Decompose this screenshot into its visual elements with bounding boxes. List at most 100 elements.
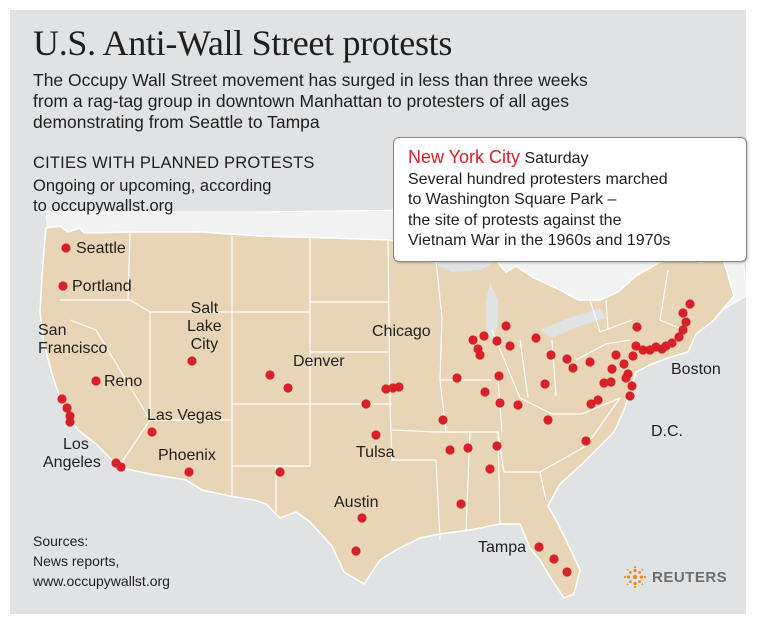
protest-dot — [116, 462, 126, 472]
protest-dot — [445, 445, 455, 455]
reuters-logo-icon — [623, 566, 647, 588]
city-label-line: City — [190, 336, 219, 353]
city-label-dc: D.C. — [651, 423, 683, 440]
protest-dot — [585, 357, 595, 367]
protest-dot — [58, 281, 68, 291]
protest-dot — [619, 359, 629, 369]
protest-dot — [631, 341, 641, 351]
city-label-reno: Reno — [104, 373, 143, 390]
protest-dot — [562, 567, 572, 577]
legend-heading: CITIES WITH PLANNED PROTESTS — [33, 154, 315, 172]
city-label-austin: Austin — [334, 494, 379, 511]
protest-dot — [546, 350, 556, 360]
protest-dot — [187, 356, 197, 366]
protest-dot — [549, 554, 559, 564]
map-title: U.S. Anti-Wall Street protests — [33, 23, 453, 63]
protest-dot — [468, 335, 478, 345]
sources-line: Sources: — [33, 533, 89, 549]
protest-dot — [606, 377, 616, 387]
city-label-line: Lake — [187, 318, 222, 335]
subtitle-line: demonstrating from Seattle to Tampa — [33, 112, 320, 132]
city-label-seattle: Seattle — [76, 240, 126, 257]
city-label-line: Salt — [190, 300, 219, 317]
lake-erie-ontario — [540, 308, 606, 338]
map-subtitle: The Occupy Wall Street movement has surg… — [33, 70, 653, 133]
city-label-tampa: Tampa — [478, 539, 527, 556]
protest-dot — [623, 369, 633, 379]
protest-dot — [485, 464, 495, 474]
protest-dot — [184, 467, 194, 477]
subtitle-line: The Occupy Wall Street movement has surg… — [33, 70, 588, 90]
us-land — [39, 225, 735, 599]
protest-dot — [678, 308, 688, 318]
city-label-tulsa: Tulsa — [356, 444, 395, 461]
callout-header: New York City Saturday — [408, 147, 670, 170]
protest-dot — [475, 350, 485, 360]
city-label-denver: Denver — [293, 353, 345, 370]
protest-dot — [452, 373, 462, 383]
protest-dot — [147, 427, 157, 437]
protest-dot — [361, 399, 371, 409]
protest-dot — [568, 363, 578, 373]
protest-dot — [534, 542, 544, 552]
sources-note: Sources: News reports, www.occupywallst.… — [33, 531, 170, 591]
protest-dot — [57, 394, 67, 404]
protest-dot — [91, 376, 101, 386]
reuters-wordmark: REUTERS — [652, 568, 728, 586]
lake-michigan — [486, 282, 498, 340]
protest-dot — [681, 317, 691, 327]
protest-dot — [562, 354, 572, 364]
protest-dot — [494, 371, 504, 381]
protest-dot — [357, 513, 367, 523]
city-label-salt-lake-city: Salt Lake City — [187, 300, 222, 354]
city-label-phoenix: Phoenix — [158, 447, 216, 464]
legend-description-line: to occupywallst.org — [33, 197, 174, 215]
sources-line: News reports, — [33, 553, 120, 569]
callout-text: New York City Saturday Several hundred p… — [408, 147, 670, 252]
protest-dot — [678, 325, 688, 335]
city-label-line: San — [38, 322, 67, 339]
protest-dot — [607, 364, 617, 374]
protest-dot — [65, 417, 75, 427]
protest-dot — [543, 415, 553, 425]
protest-dot — [674, 332, 684, 342]
protest-dot — [492, 441, 502, 451]
callout-line: Several hundred protesters marched — [408, 170, 668, 188]
callout-line: the site of protests against the — [408, 211, 622, 229]
legend-description: Ongoing or upcoming, according to occupy… — [33, 176, 333, 216]
protest-dot — [581, 436, 591, 446]
protest-dot — [632, 322, 642, 332]
protest-dot — [62, 403, 72, 413]
protest-dot — [667, 338, 677, 348]
protest-dot — [586, 399, 596, 409]
reuters-brand: REUTERS — [622, 566, 727, 588]
protest-dot — [275, 467, 285, 477]
nyc-callout-box: New York City Saturday Several hundred p… — [393, 137, 747, 262]
legend-description-line: Ongoing or upcoming, according — [33, 177, 272, 195]
protest-dot — [611, 350, 621, 360]
protest-dot — [351, 546, 361, 556]
protest-dot — [540, 379, 550, 389]
city-label-los-angeles: Los Angeles — [43, 436, 101, 472]
protest-dot — [627, 381, 637, 391]
protest-dot — [531, 333, 541, 343]
sources-line: www.occupywallst.org — [33, 573, 170, 589]
protest-dot — [371, 430, 381, 440]
protest-dot — [513, 400, 523, 410]
protest-dot — [505, 341, 515, 351]
protest-dot — [638, 345, 648, 355]
protest-dot — [599, 378, 609, 388]
city-label-chicago: Chicago — [372, 323, 431, 340]
callout-day: Saturday — [524, 150, 589, 167]
city-label-san-francisco: San Francisco — [38, 322, 107, 358]
subtitle-line: from a rag-tag group in downtown Manhatt… — [33, 91, 569, 111]
protest-dot — [438, 415, 448, 425]
state-borders — [60, 231, 685, 541]
protest-dot — [625, 391, 635, 401]
protest-dot — [501, 321, 511, 331]
protest-dot — [394, 382, 404, 392]
callout-line: to Washington Square Park – — [408, 191, 617, 208]
callout-city: New York City — [408, 147, 521, 167]
